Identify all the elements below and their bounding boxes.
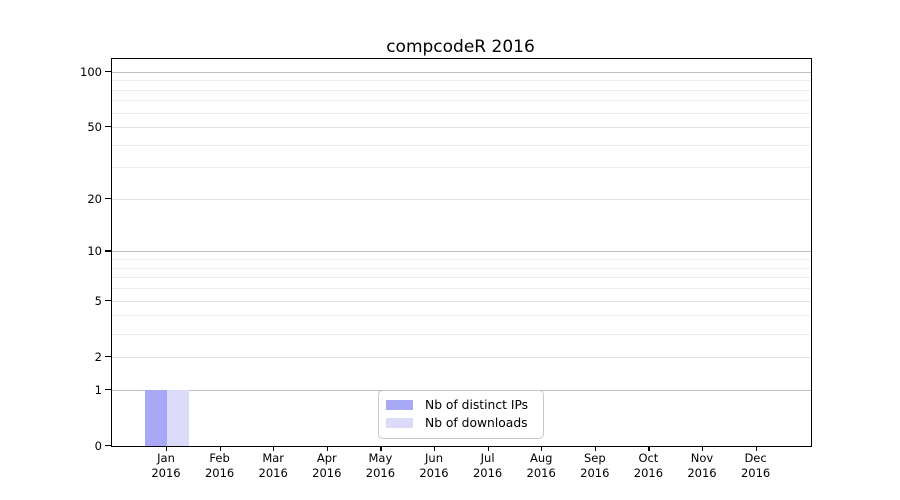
x-tick-year: 2016 [526, 466, 556, 480]
legend-label: Nb of distinct IPs [425, 398, 529, 412]
x-tick-month: Aug [529, 451, 553, 465]
minor-gridline [112, 167, 811, 169]
gridline [112, 356, 811, 358]
x-tick [219, 446, 221, 451]
minor-gridline [112, 277, 811, 279]
x-tick [487, 446, 489, 451]
minor-gridline [112, 267, 811, 269]
x-tick [326, 446, 328, 451]
y-tick-label: 10 [87, 244, 102, 259]
x-tick-label: Dec 2016 [724, 451, 788, 481]
x-tick-label: Oct 2016 [616, 451, 680, 481]
legend-swatch [386, 400, 413, 410]
major-gridline [112, 251, 811, 253]
x-tick-month: Oct [638, 451, 659, 465]
major-gridline [112, 71, 811, 73]
legend-swatch [386, 418, 413, 428]
y-tick-label: 5 [94, 293, 102, 308]
legend-item: Nb of distinct IPs [386, 396, 535, 414]
y-tick [105, 126, 111, 128]
y-tick [105, 355, 111, 358]
x-tick-label: Feb 2016 [188, 451, 252, 481]
y-tick [105, 198, 111, 200]
x-tick-month: Feb [209, 451, 230, 465]
x-tick-month: Apr [316, 451, 337, 465]
y-tick [105, 250, 111, 252]
gridline [112, 127, 811, 129]
plot-area [111, 58, 812, 447]
chart-title: compcodeR 2016 [386, 37, 535, 57]
minor-gridline [112, 144, 811, 146]
x-tick-year: 2016 [633, 466, 664, 480]
y-tick-label: 0 [94, 439, 102, 453]
x-tick-month: Jun [425, 451, 443, 465]
y-tick [105, 388, 111, 390]
minor-gridline [112, 333, 811, 335]
x-tick-month: Nov [690, 451, 714, 465]
x-tick [434, 446, 436, 451]
y-tick-label: 50 [87, 120, 102, 135]
bar-distinct-ips [145, 389, 167, 446]
minor-gridline [112, 89, 811, 91]
x-tick-year: 2016 [580, 466, 610, 480]
gridline [112, 300, 811, 302]
minor-gridline [112, 80, 811, 82]
x-tick-label: Jul 2016 [456, 451, 520, 481]
x-tick-label: May 2016 [348, 451, 412, 481]
y-tick-label: 2 [94, 349, 102, 364]
x-tick [166, 446, 168, 451]
x-tick-month: Mar [262, 451, 285, 465]
x-tick-label: Apr 2016 [295, 451, 359, 481]
y-tick [105, 70, 111, 72]
x-tick-label: Jun 2016 [402, 451, 466, 481]
x-tick [648, 446, 650, 451]
x-tick [380, 446, 382, 451]
x-tick-year: 2016 [151, 466, 181, 480]
x-tick-month: Dec [744, 451, 767, 465]
x-tick-year: 2016 [365, 466, 396, 480]
x-tick-label: Sep 2016 [563, 451, 627, 481]
x-tick [273, 446, 275, 451]
y-tick [105, 445, 111, 447]
x-tick-month: May [368, 451, 393, 465]
x-tick-year: 2016 [258, 466, 288, 480]
x-tick-year: 2016 [204, 466, 235, 480]
y-tick-label: 1 [94, 382, 102, 397]
x-tick-month: Jan [157, 451, 175, 465]
minor-gridline [112, 315, 811, 317]
x-tick-year: 2016 [472, 466, 503, 480]
gridline [112, 199, 811, 201]
y-tick-label: 100 [80, 64, 102, 79]
x-tick-label: Aug 2016 [509, 451, 573, 481]
x-tick [594, 446, 596, 451]
y-tick [105, 299, 111, 301]
x-tick-label: Mar 2016 [241, 451, 305, 481]
x-tick-month: Jul [480, 451, 495, 465]
minor-gridline [112, 100, 811, 102]
y-tick-label: 20 [87, 192, 102, 207]
minor-gridline [112, 259, 811, 261]
minor-gridline [112, 112, 811, 114]
legend-item: Nb of downloads [386, 414, 535, 432]
legend-rows: Nb of distinct IPs Nb of downloads [386, 396, 535, 432]
x-tick [755, 446, 757, 451]
bar-downloads [167, 389, 189, 446]
legend: Nb of distinct IPs Nb of downloads [378, 390, 544, 439]
legend-label: Nb of downloads [425, 416, 528, 430]
x-tick [702, 446, 704, 451]
x-tick-label: Nov 2016 [670, 451, 734, 481]
x-tick-year: 2016 [687, 466, 717, 480]
x-tick-year: 2016 [312, 466, 342, 480]
x-tick-year: 2016 [419, 466, 449, 480]
x-tick [541, 446, 543, 451]
x-tick-label: Jan 2016 [134, 451, 198, 481]
minor-gridline [112, 288, 811, 290]
x-tick-year: 2016 [740, 466, 771, 480]
x-tick-month: Sep [583, 451, 606, 465]
